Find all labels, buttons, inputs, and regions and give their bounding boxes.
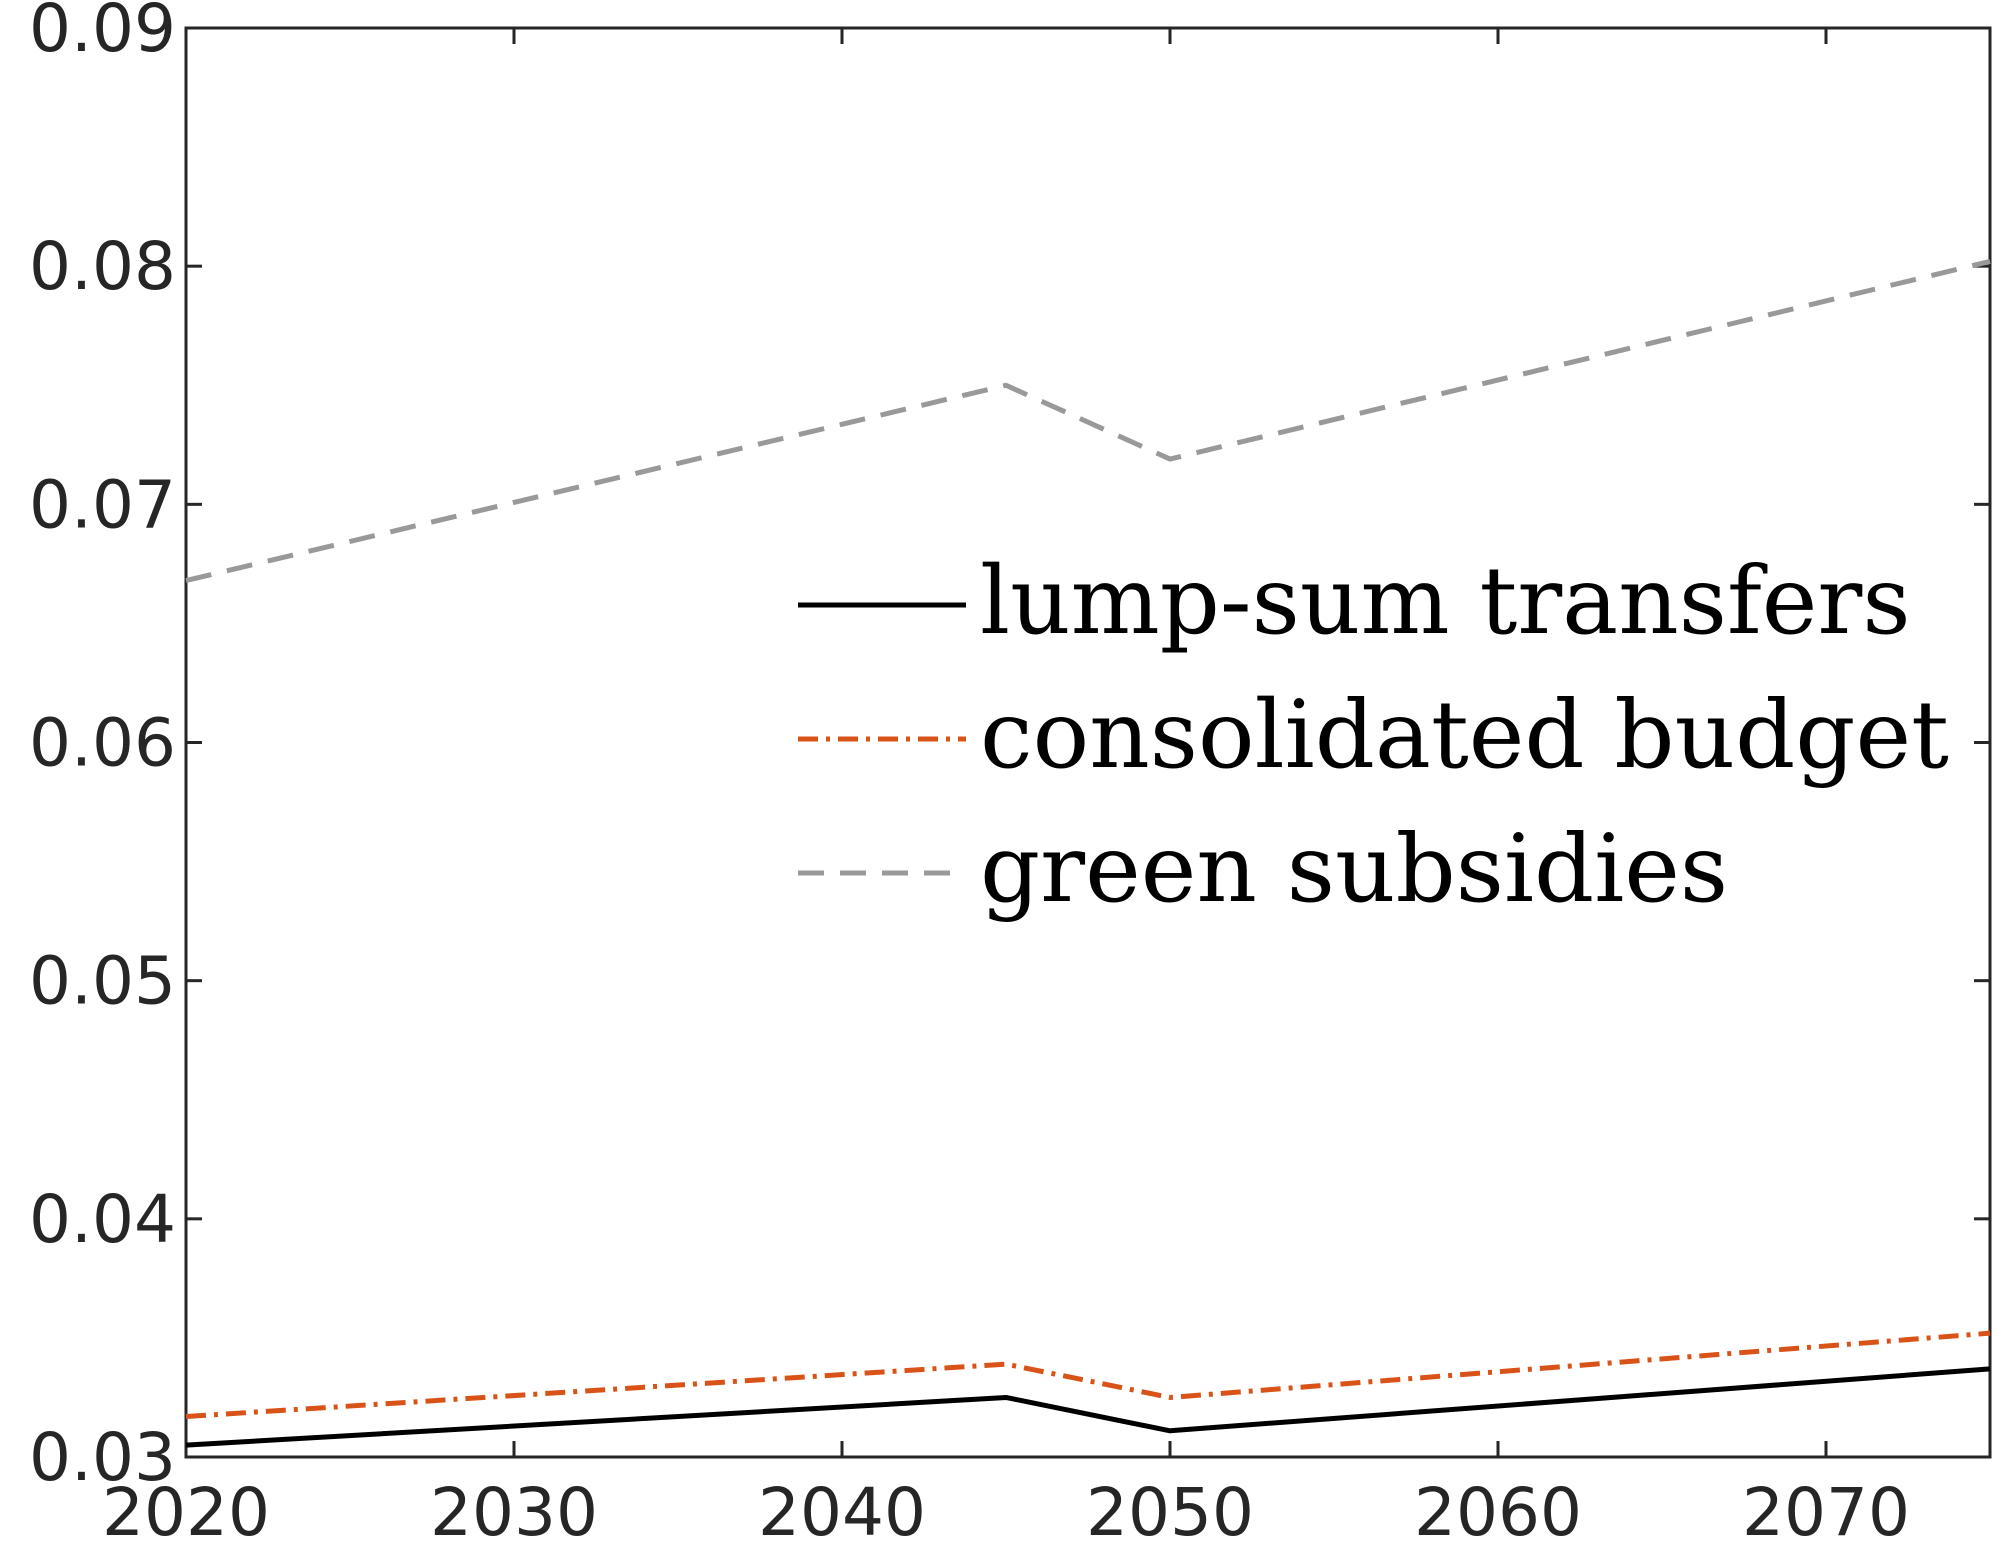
y-tick-label: 0.04 xyxy=(29,1181,176,1258)
series-line-1 xyxy=(185,1330,1991,1420)
y-tick-label: 0.08 xyxy=(29,228,176,305)
legend: lump-sum transfers consolidated budget gre… xyxy=(798,547,1949,924)
series-line-0 xyxy=(185,1366,1991,1448)
y-tick-label: 0.07 xyxy=(29,466,176,543)
legend-label-0: lump-sum transfers xyxy=(980,547,1911,656)
y-tick-label: 0.05 xyxy=(29,943,176,1020)
legend-label-2: green subsidies xyxy=(980,815,1728,924)
y-tick-label: 0.06 xyxy=(29,705,176,782)
y-tick-label: 0.09 xyxy=(29,0,176,67)
series-lines xyxy=(185,258,1991,1448)
legend-label-1: consolidated budget xyxy=(980,681,1949,790)
y-tick-label: 0.03 xyxy=(29,1419,176,1496)
x-tick-label: 2020 xyxy=(102,1474,270,1551)
plot-axes: 2020 2030 2040 2050 2060 2070 0.03 0.04 0.05 0.06… xyxy=(29,0,1992,1551)
x-tick-label: 2050 xyxy=(1086,1474,1254,1551)
x-tick-label: 2030 xyxy=(430,1474,598,1551)
x-tick-label: 2040 xyxy=(758,1474,926,1551)
x-tick-label: 2060 xyxy=(1414,1474,1582,1551)
x-tick-label: 2070 xyxy=(1742,1474,1910,1551)
series-line-2 xyxy=(185,258,1991,583)
